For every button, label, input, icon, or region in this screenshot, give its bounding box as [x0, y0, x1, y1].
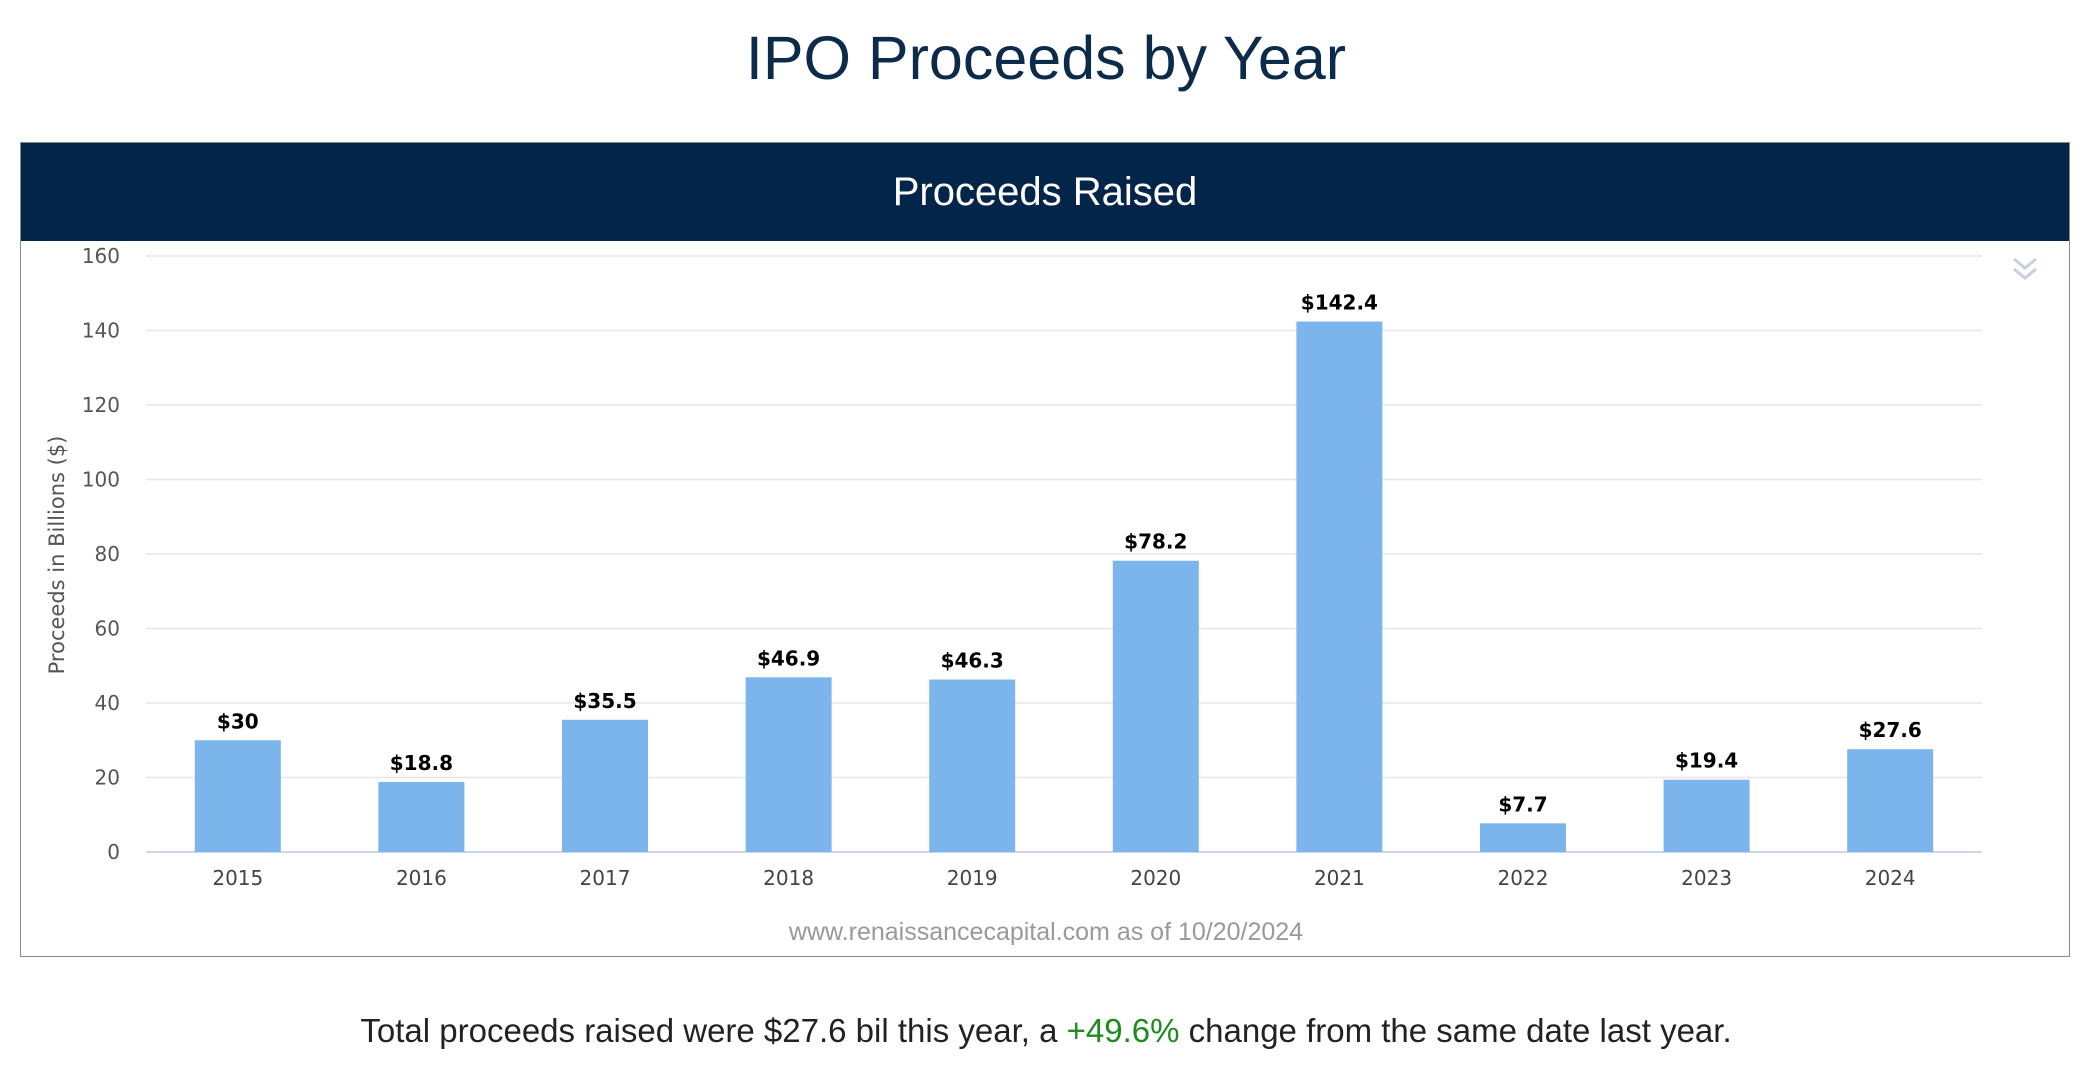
- x-tick-label: 2016: [396, 866, 447, 890]
- bar: [929, 679, 1016, 852]
- x-tick-label: 2022: [1498, 866, 1549, 890]
- x-tick-label: 2021: [1314, 866, 1365, 890]
- bar: [1112, 560, 1199, 852]
- page-title: IPO Proceeds by Year: [745, 24, 1347, 92]
- x-tick-label: 2017: [580, 866, 631, 890]
- bar: [194, 740, 281, 852]
- summary-text: Total proceeds raised were $27.6 bil thi…: [0, 1012, 2092, 1050]
- y-tick-label: 140: [82, 319, 120, 343]
- bar: [1847, 749, 1934, 852]
- x-tick-label: 2018: [763, 866, 814, 890]
- x-tick-label: 2023: [1681, 866, 1732, 890]
- y-tick-label: 20: [95, 766, 120, 790]
- x-tick-label: 2020: [1130, 866, 1181, 890]
- summary-prefix: Total proceeds raised were $27.6 bil thi…: [360, 1012, 1067, 1049]
- data-label: $46.3: [941, 649, 1004, 673]
- y-tick-label: 80: [95, 542, 120, 566]
- x-tick-label: 2015: [212, 866, 263, 890]
- y-tick-label: 120: [82, 393, 120, 417]
- y-tick-label: 0: [107, 840, 120, 864]
- chart-credit: www.renaissancecapital.com as of 10/20/2…: [788, 918, 1303, 946]
- data-label: $18.8: [390, 751, 453, 775]
- summary-suffix: change from the same date last year.: [1179, 1012, 1732, 1049]
- data-label: $7.7: [1498, 792, 1547, 816]
- data-label: $30: [217, 709, 259, 733]
- x-tick-label: 2019: [947, 866, 998, 890]
- bar-chart: 0 20 40 60 80 100 120 140 160 Proceeds in Billion…: [45, 244, 1982, 946]
- data-label: $27.6: [1859, 718, 1922, 742]
- data-label: $78.2: [1124, 530, 1187, 554]
- data-label: $142.4: [1301, 291, 1378, 315]
- x-tick-label: 2024: [1865, 866, 1916, 890]
- y-axis-title: Proceeds in Billions ($): [45, 436, 69, 675]
- y-tick-label: 100: [82, 468, 120, 492]
- bar: [1663, 779, 1750, 852]
- bar: [562, 719, 648, 852]
- data-label: $19.4: [1675, 749, 1738, 773]
- chevron-double-down-icon[interactable]: [2011, 253, 2039, 287]
- bar: [378, 781, 465, 852]
- bar: [745, 677, 832, 852]
- bar: [1480, 823, 1566, 852]
- bar: [1296, 321, 1383, 852]
- y-tick-label: 160: [82, 244, 120, 268]
- summary-change: +49.6%: [1066, 1012, 1180, 1049]
- chart-header: Proceeds Raised: [21, 143, 2069, 241]
- y-tick-label: 40: [95, 691, 120, 715]
- data-label: $46.9: [757, 646, 820, 670]
- data-label: $35.5: [573, 689, 636, 713]
- y-tick-label: 60: [95, 617, 120, 641]
